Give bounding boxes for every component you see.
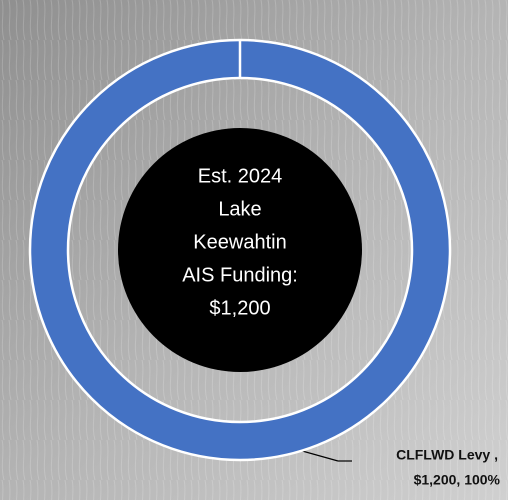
center-label: Keewahtin [193, 231, 286, 253]
data-label-value: $1,200, 100% [414, 472, 501, 488]
center-disc [118, 128, 362, 372]
data-label-category: CLFLWD Levy , [396, 447, 498, 463]
center-label: AIS Funding: [182, 264, 298, 286]
center-label: Est. 2024 [198, 165, 283, 187]
center-label: $1,200 [209, 297, 270, 319]
donut-segment [28, 38, 452, 462]
center-label: Lake [218, 198, 261, 220]
